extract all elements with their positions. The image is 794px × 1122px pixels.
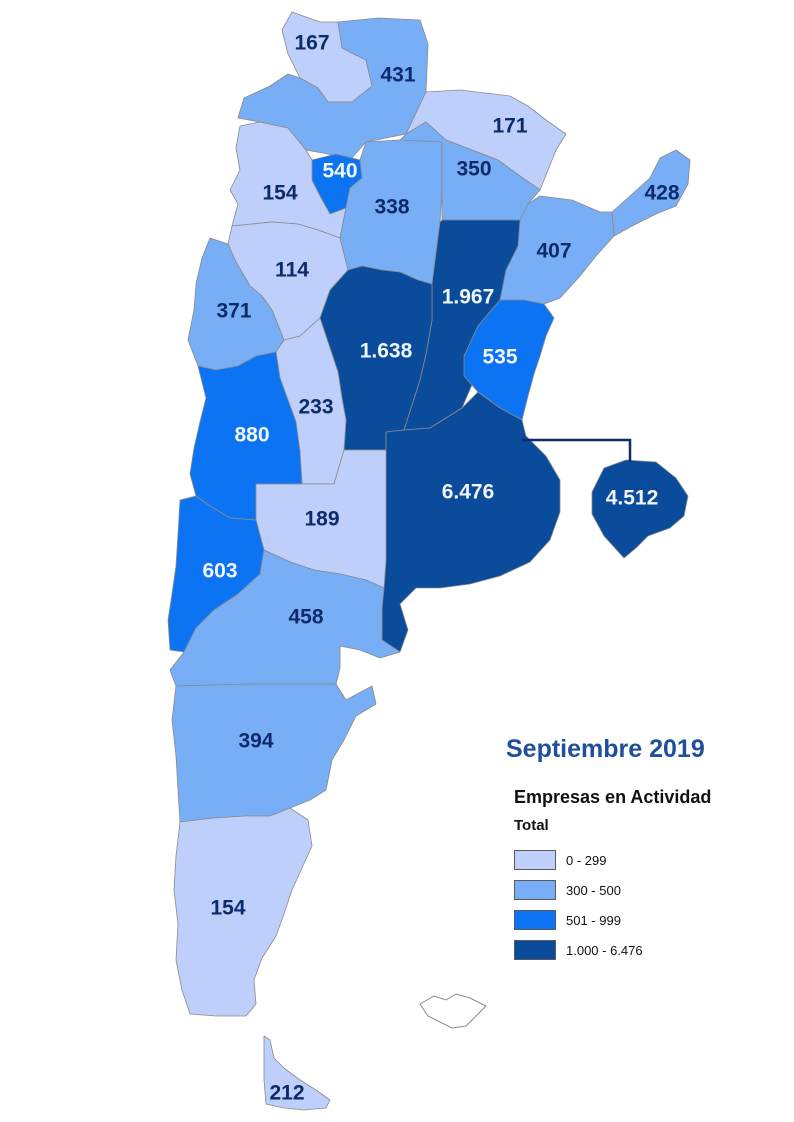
legend-field-label: Total	[514, 817, 549, 834]
region-value-label: 189	[304, 508, 339, 531]
legend-label: 300 - 500	[566, 882, 621, 898]
region-caba	[591, 459, 689, 559]
legend-label: 501 - 999	[566, 912, 621, 928]
region-value-label: 428	[644, 182, 679, 205]
islands-outline	[419, 993, 487, 1029]
region-value-label: 603	[202, 560, 237, 583]
region-value-label: 4.512	[606, 487, 659, 510]
region-misiones	[611, 149, 691, 237]
region-value-label: 880	[234, 424, 269, 447]
legend-item: 0 - 299	[514, 845, 643, 875]
region-value-label: 212	[269, 1082, 304, 1105]
legend: 0 - 299 300 - 500 501 - 999 1.000 - 6.47…	[514, 845, 643, 965]
region-santa-cruz	[173, 807, 313, 1017]
inset-connector-line	[522, 438, 632, 462]
region-value-label: 535	[482, 346, 517, 369]
legend-item: 1.000 - 6.476	[514, 935, 643, 965]
legend-item: 501 - 999	[514, 905, 643, 935]
region-value-label: 154	[262, 182, 297, 205]
region-value-label: 338	[374, 196, 409, 219]
region-value-label: 371	[216, 300, 251, 323]
region-value-label: 407	[536, 240, 571, 263]
legend-label: 0 - 299	[566, 852, 607, 868]
region-value-label: 458	[288, 606, 323, 629]
map-title: Septiembre 2019	[506, 735, 705, 763]
region-chubut	[171, 683, 377, 823]
region-value-label: 431	[380, 64, 415, 87]
legend-swatch	[514, 910, 556, 930]
region-value-label: 350	[456, 158, 491, 181]
region-value-label: 233	[298, 396, 333, 419]
region-tierra-del-fuego	[263, 1035, 331, 1111]
region-value-label: 394	[238, 730, 273, 753]
region-value-label: 1.967	[442, 286, 495, 309]
region-value-label: 1.638	[360, 340, 413, 363]
legend-label: 1.000 - 6.476	[566, 942, 643, 958]
region-value-label: 540	[322, 160, 357, 183]
legend-swatch	[514, 880, 556, 900]
region-entre-rios	[463, 299, 555, 421]
region-value-label: 114	[275, 259, 309, 282]
region-value-label: 171	[492, 115, 527, 138]
region-salta	[237, 17, 429, 161]
legend-item: 300 - 500	[514, 875, 643, 905]
region-value-label: 167	[294, 32, 329, 55]
legend-subtitle: Empresas en Actividad	[514, 787, 712, 807]
region-value-label: 154	[210, 897, 245, 920]
region-value-label: 6.476	[442, 481, 495, 504]
region-buenos-aires	[381, 391, 561, 653]
region-rio-negro	[169, 549, 401, 687]
legend-swatch	[514, 940, 556, 960]
value-labels: 167 431 171 540 154 338 350 428 407 114 1.967 371 1.…	[202, 32, 679, 1105]
legend-swatch	[514, 850, 556, 870]
